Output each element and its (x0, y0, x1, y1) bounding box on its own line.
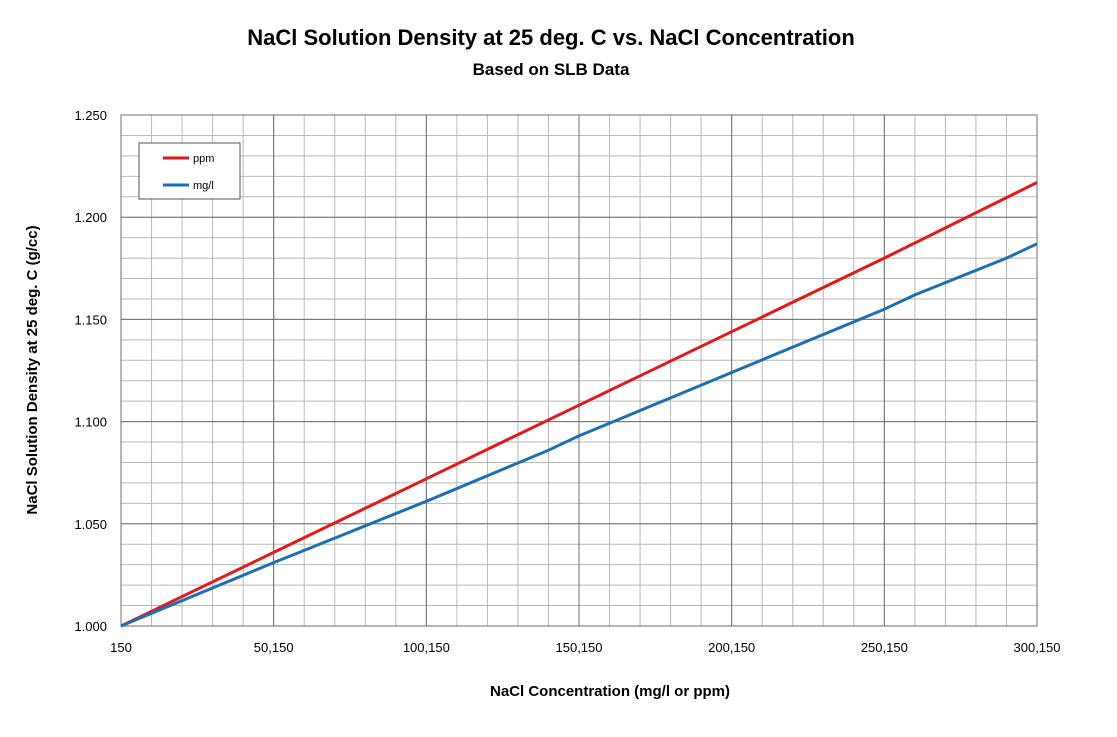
chart-subtitle: Based on SLB Data (473, 60, 630, 79)
x-tick-label: 100,150 (403, 640, 450, 655)
x-tick-label: 150 (110, 640, 132, 655)
legend-label: mg/l (193, 180, 214, 192)
legend-label: ppm (193, 153, 214, 165)
legend-box (138, 142, 241, 200)
y-tick-label: 1.050 (74, 517, 107, 532)
y-tick-label: 1.200 (74, 210, 107, 225)
y-tick-label: 1.100 (74, 415, 107, 430)
x-tick-label: 50,150 (254, 640, 294, 655)
x-tick-label: 150,150 (556, 640, 603, 655)
series-lines (120, 181, 1038, 628)
chart-title: NaCl Solution Density at 25 deg. C vs. N… (247, 25, 855, 50)
x-tick-label: 300,150 (1014, 640, 1061, 655)
grid (120, 114, 1038, 627)
series-line-mgl (120, 242, 1038, 628)
x-tick-label: 250,150 (861, 640, 908, 655)
legend: ppm mg/l (138, 142, 241, 200)
x-tick-label: 200,150 (708, 640, 755, 655)
axes: 150 50,150 100,150 150,150 200,150 250,150 300… (74, 108, 1060, 655)
y-tick-label: 1.150 (74, 312, 107, 327)
y-tick-label: 1.250 (74, 108, 107, 123)
series-line-ppm (120, 181, 1038, 628)
plot-border (120, 114, 1038, 627)
y-tick-label: 1.000 (74, 619, 107, 634)
x-axis-title: NaCl Concentration (mg/l or ppm) (490, 683, 730, 700)
y-axis-title: NaCl Solution Density at 25 deg. C (g/cc… (24, 225, 41, 514)
